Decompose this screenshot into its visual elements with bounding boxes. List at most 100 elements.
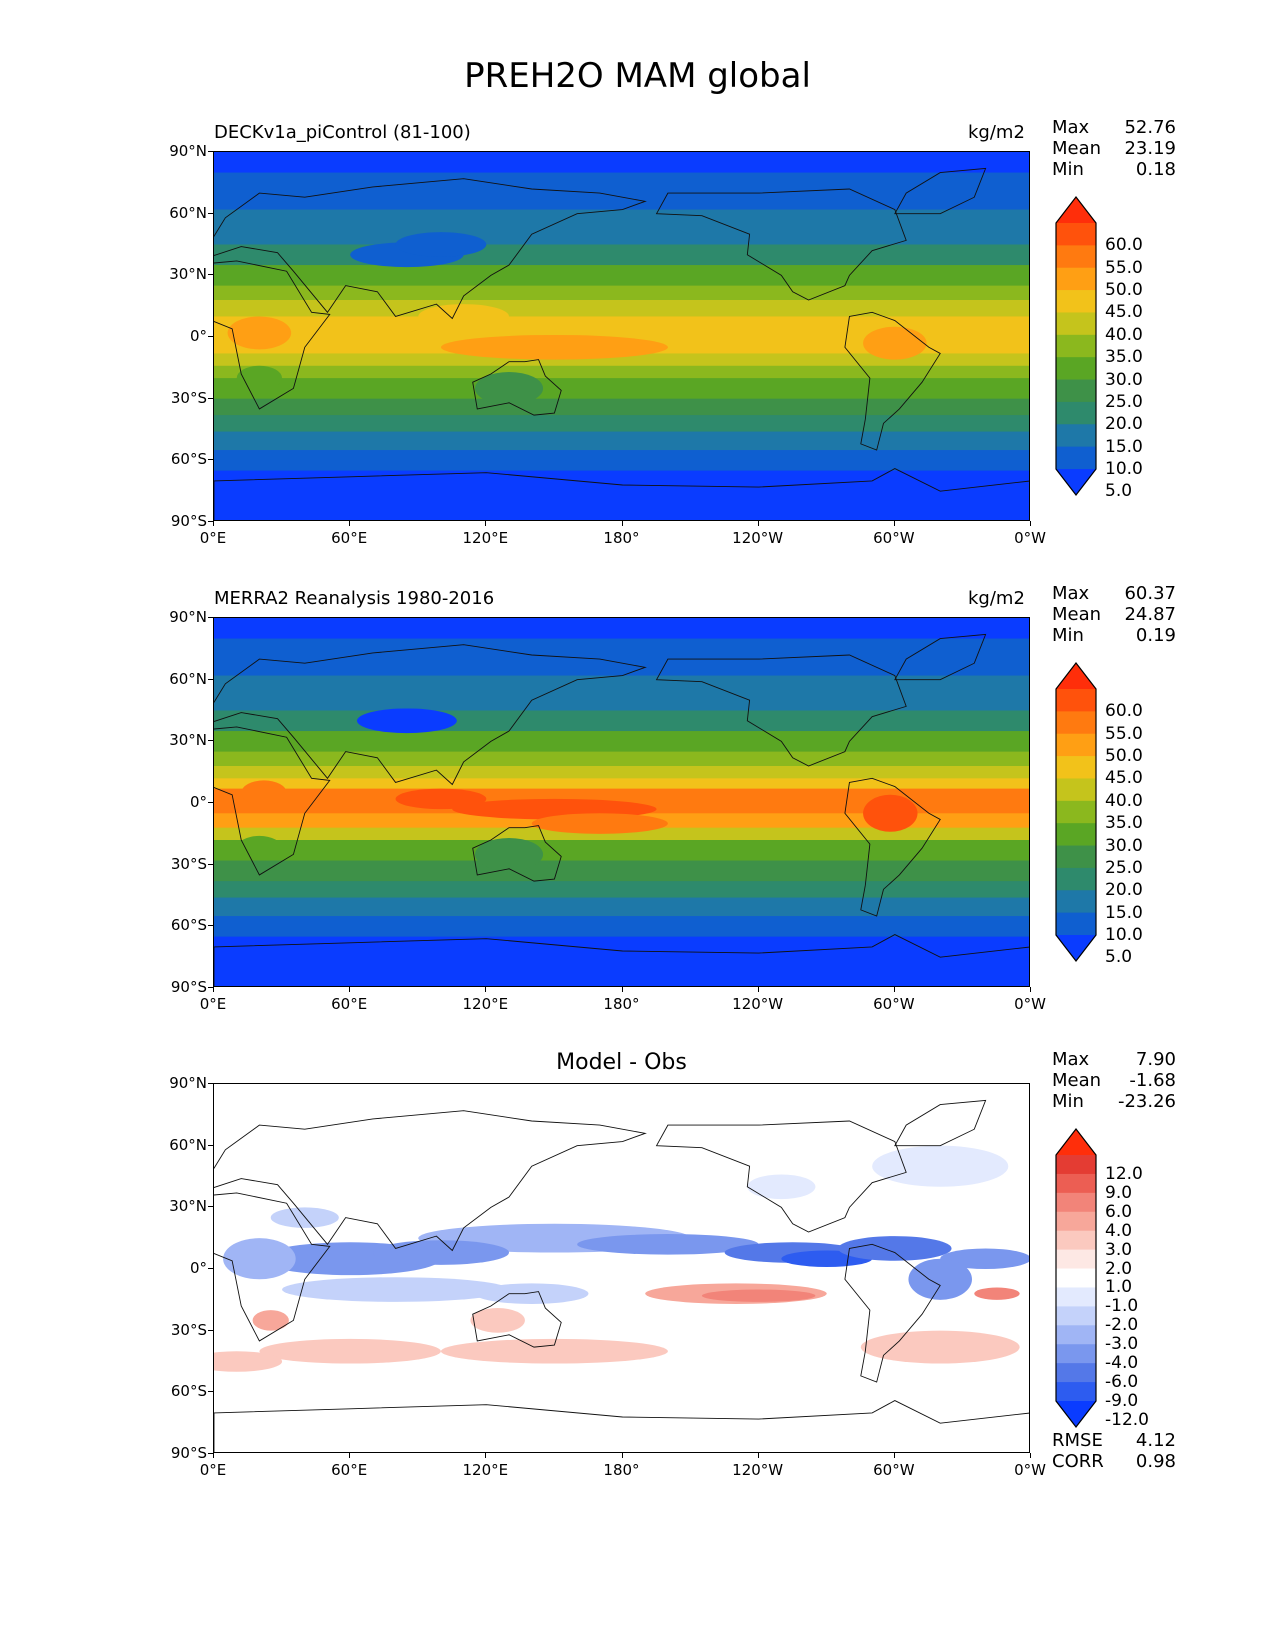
- colorbar-tick-label: 35.0: [1105, 347, 1143, 368]
- stat-mean: Mean 24.87: [1052, 604, 1176, 625]
- y-tick-mark: [208, 151, 213, 152]
- colorbar-segment: [1056, 800, 1096, 824]
- x-tick-label: 120°E: [462, 1461, 509, 1479]
- colorbar-tick-label: 10.0: [1105, 459, 1143, 479]
- colorbar-tick-label: 20.0: [1105, 414, 1143, 435]
- y-tick-mark: [208, 1206, 213, 1208]
- colorbar-segment: [1056, 1306, 1096, 1326]
- x-tick-label: 0°W: [1014, 995, 1046, 1013]
- field-band: [214, 778, 1029, 790]
- colorbar-segment: [1056, 267, 1096, 291]
- y-tick-mark: [208, 1391, 213, 1393]
- x-tick-mark: [893, 521, 895, 526]
- field-blob: [470, 1308, 525, 1333]
- colorbar-extend-max: [1056, 1129, 1096, 1155]
- x-tick-mark: [893, 1453, 895, 1458]
- x-tick-label: 180°: [603, 529, 640, 547]
- coastline: [894, 633, 987, 681]
- panel-1-stats: Max 52.76 Mean 23.19 Min 0.18: [1052, 117, 1176, 180]
- field-blob: [395, 788, 487, 810]
- colorbar-tick-label: 25.0: [1105, 391, 1143, 412]
- x-tick-mark: [485, 521, 487, 526]
- y-tick-mark: [208, 1083, 213, 1084]
- colorbar-tick-label: 4.0: [1105, 1220, 1133, 1241]
- coastline: [214, 1192, 331, 1342]
- field-blob: [259, 1338, 441, 1364]
- field-band: [214, 827, 1029, 841]
- field-blob: [474, 837, 544, 871]
- y-tick-label: 0°: [189, 793, 207, 811]
- field-blob: [227, 316, 292, 350]
- x-tick-mark: [893, 987, 895, 992]
- colorbar-outline: [1055, 1128, 1097, 1428]
- field-band: [214, 618, 1029, 640]
- field-blob: [214, 1351, 283, 1372]
- y-tick-label: 60°S: [170, 1382, 207, 1401]
- field-blob: [908, 1258, 972, 1300]
- field-band: [214, 450, 1029, 472]
- x-tick-mark: [485, 1453, 487, 1458]
- field-blob: [440, 1338, 668, 1364]
- y-tick-label: 90°S: [170, 1444, 207, 1462]
- field-band: [214, 840, 1029, 862]
- x-tick-label: 120°E: [462, 995, 509, 1013]
- field-blob: [236, 835, 283, 861]
- y-tick-mark: [208, 1329, 213, 1331]
- colorbar-tick-label: 5.0: [1105, 947, 1133, 968]
- y-tick-label: 60°N: [169, 669, 207, 688]
- y-tick-mark: [208, 987, 213, 988]
- coastline: [214, 260, 331, 410]
- y-tick-mark: [208, 678, 213, 680]
- coastline: [655, 1120, 907, 1233]
- colorbar-segment: [1056, 424, 1096, 448]
- colorbar-extend-min: [1056, 1401, 1096, 1427]
- colorbar-tick-label: 30.0: [1105, 369, 1143, 390]
- field-band: [214, 285, 1029, 301]
- x-tick-mark: [1030, 987, 1031, 992]
- colorbar-segment: [1056, 1211, 1096, 1232]
- x-tick-label: 60°E: [331, 529, 368, 547]
- panel-2-map: [213, 617, 1030, 987]
- colorbar-tick-label: 30.0: [1105, 835, 1143, 856]
- coastline: [894, 1099, 987, 1147]
- field-band: [214, 897, 1029, 917]
- x-tick-label: 120°W: [732, 529, 784, 547]
- colorbar-segment: [1056, 1325, 1096, 1345]
- x-tick-label: 0°W: [1014, 1461, 1046, 1479]
- coastline: [214, 1110, 647, 1252]
- y-tick-mark: [208, 459, 213, 461]
- colorbar-tick-label: 50.0: [1105, 746, 1143, 767]
- coastline: [844, 311, 941, 451]
- y-tick-label: 90°S: [170, 512, 207, 530]
- x-tick-label: 60°W: [873, 995, 915, 1013]
- colorbar-tick-label: 25.0: [1105, 857, 1143, 878]
- colorbar-segment: [1056, 446, 1096, 470]
- colorbar-tick-label: 55.0: [1105, 723, 1143, 744]
- colorbar-segment: [1056, 845, 1096, 869]
- x-tick-label: 0°E: [199, 995, 227, 1013]
- panel-2-units: kg/m2: [968, 588, 1025, 609]
- field-band: [214, 353, 1029, 367]
- colorbar-tick-label: -4.0: [1105, 1353, 1139, 1374]
- field-band: [214, 378, 1029, 400]
- colorbar-tick-label: 15.0: [1105, 436, 1143, 457]
- field-band: [214, 936, 1029, 986]
- stat-min: Min 0.19: [1052, 625, 1176, 646]
- x-tick-mark: [485, 987, 487, 992]
- colorbar-segment: [1056, 1287, 1096, 1307]
- colorbar-segment: [1056, 1173, 1096, 1194]
- colorbar-tick-label: 6.0: [1105, 1201, 1133, 1222]
- panel-1-map: [213, 151, 1030, 521]
- colorbar-segment: [1056, 401, 1096, 425]
- colorbar-tick-label: 60.0: [1105, 701, 1143, 722]
- x-tick-mark: [213, 1453, 214, 1458]
- field-blob: [282, 1277, 510, 1302]
- field-band: [214, 398, 1029, 416]
- field-blob: [872, 1145, 1009, 1187]
- field-blob: [241, 780, 287, 806]
- y-tick-mark: [208, 863, 213, 865]
- field-band: [214, 766, 1029, 779]
- field-blob: [747, 1174, 816, 1200]
- x-tick-label: 120°W: [732, 995, 784, 1013]
- x-tick-mark: [1030, 1453, 1031, 1458]
